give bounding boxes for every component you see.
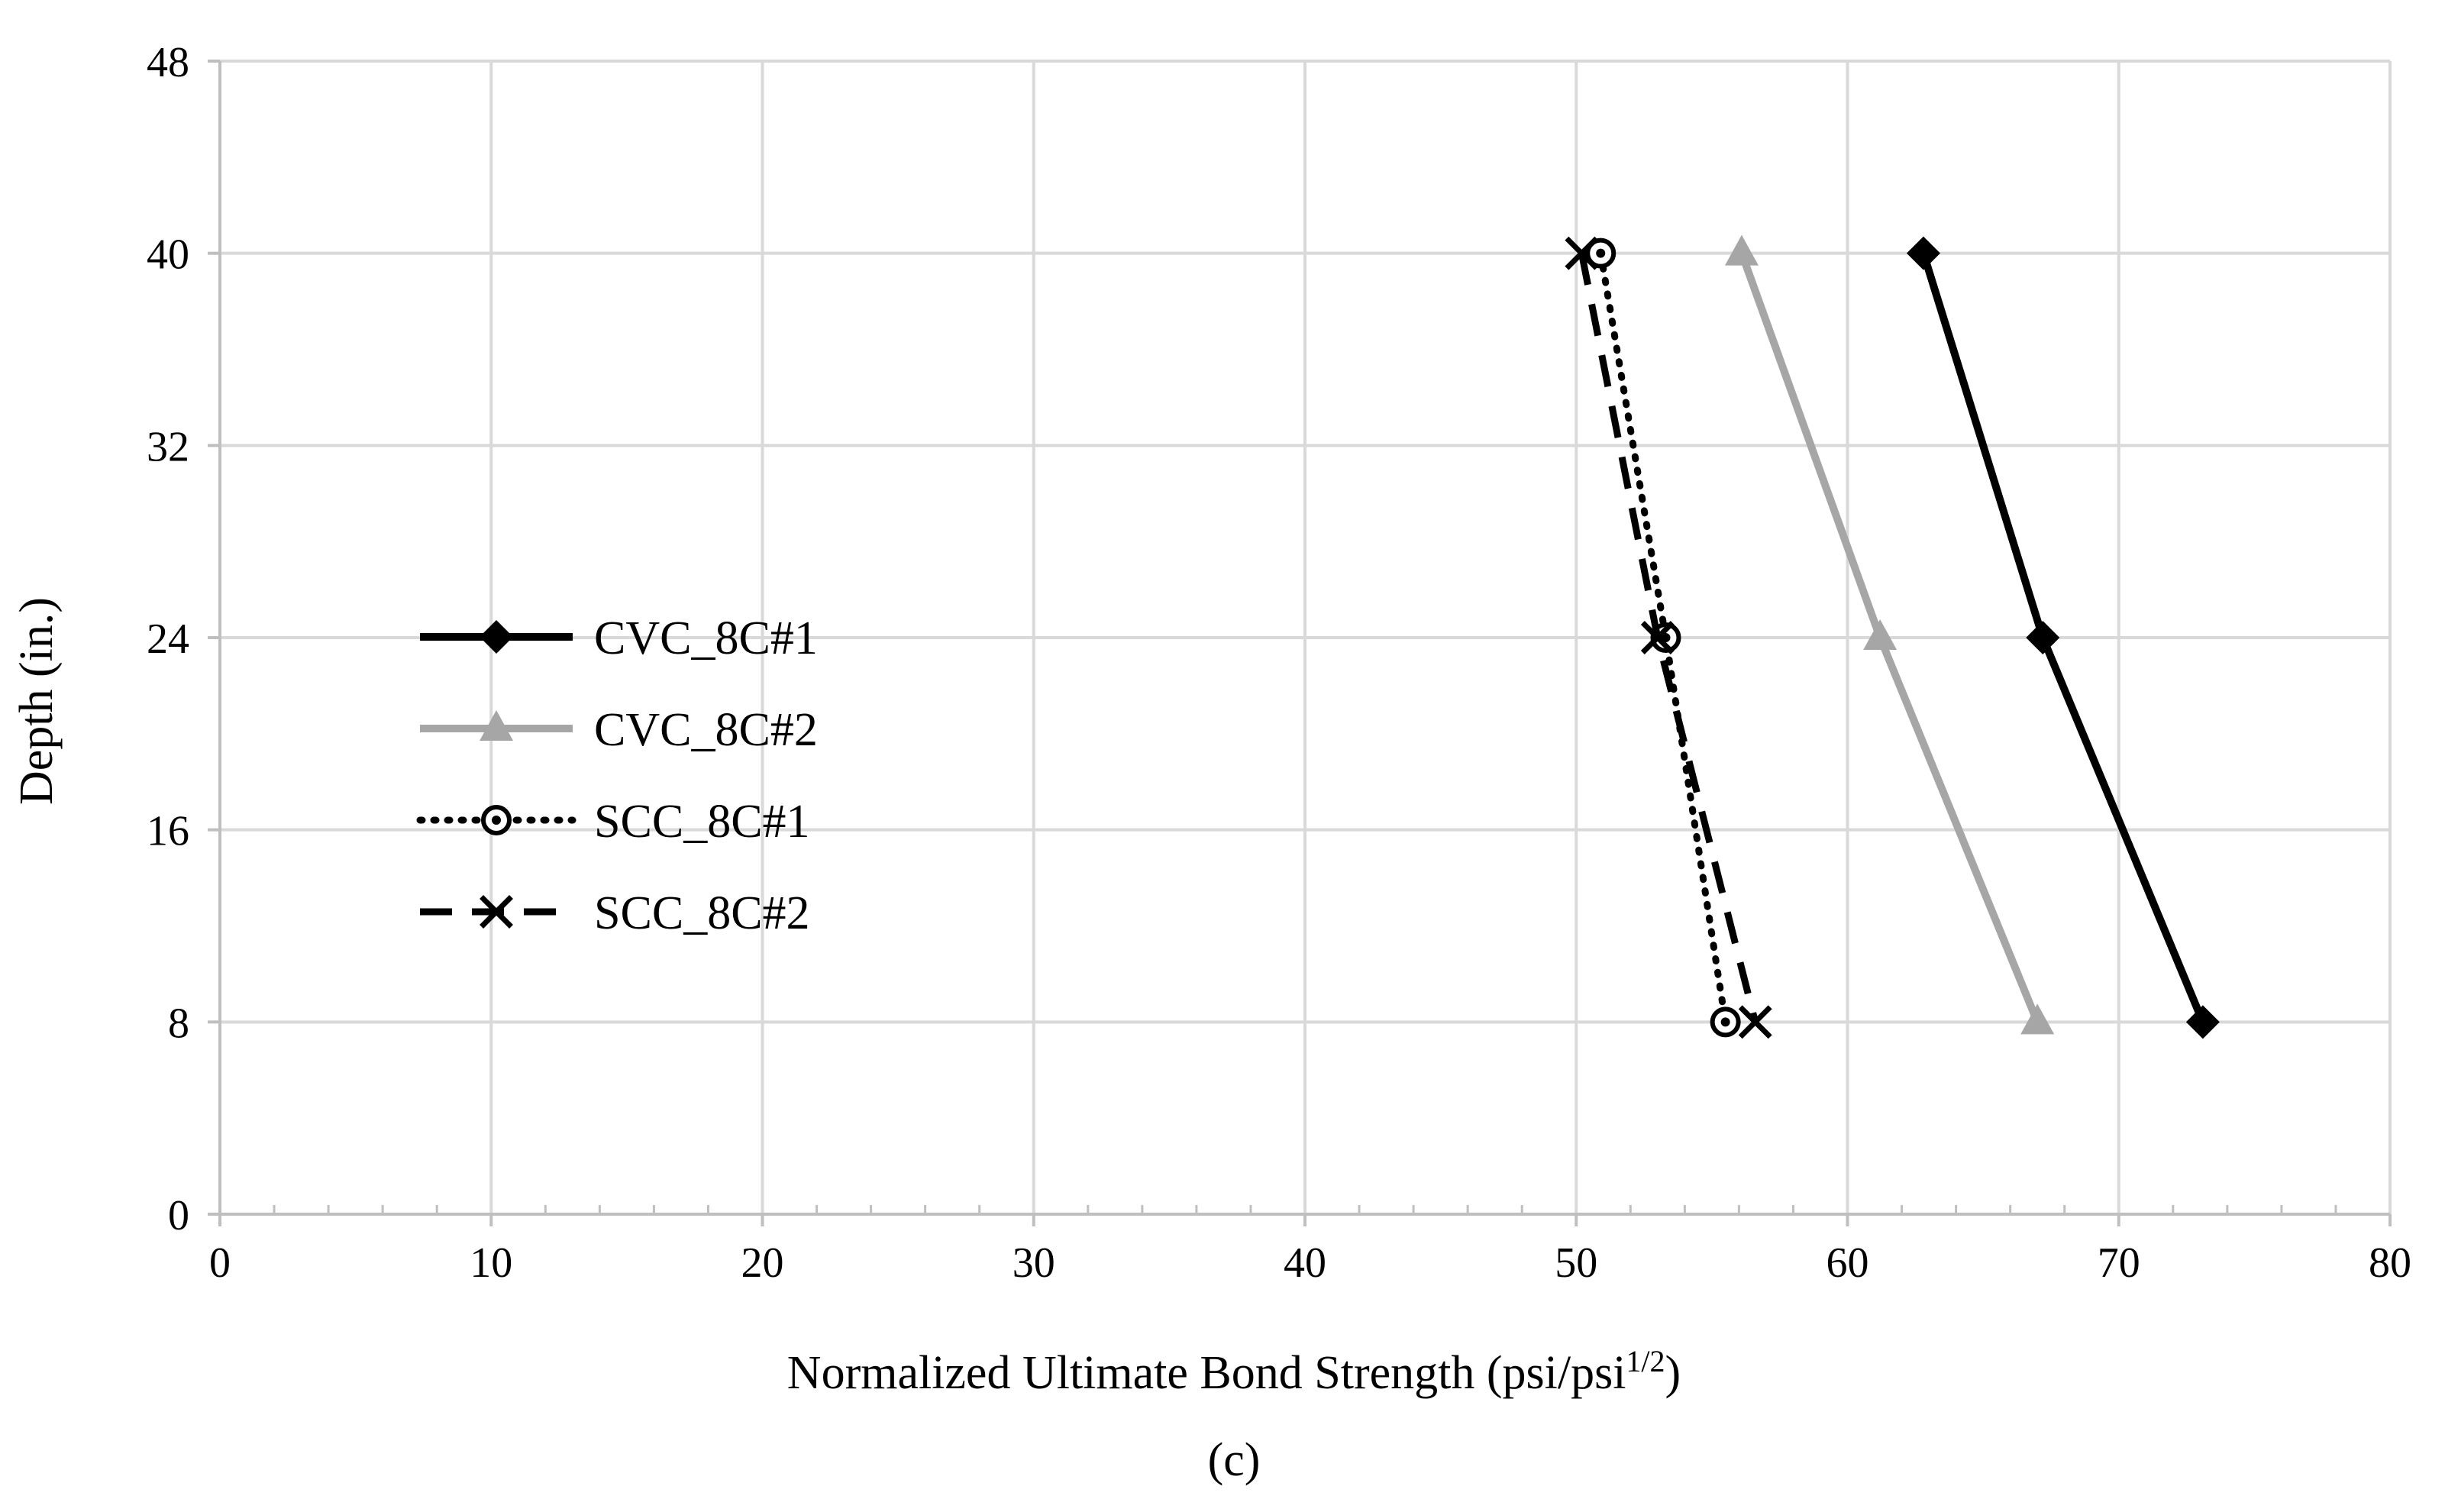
legend-item-1: CVC_8C#1 (420, 612, 818, 664)
y-axis-title: Depth (in.) (11, 597, 63, 805)
x-tick-label: 20 (741, 1239, 784, 1287)
data-point (1906, 236, 1940, 270)
legend-label: SCC_8C#1 (594, 796, 810, 848)
x-tick-label: 40 (1284, 1239, 1326, 1287)
x-axis-title-main: Normalized Ultimate Bond Strength (psi/p… (787, 1347, 1626, 1399)
marker-center (1596, 248, 1606, 258)
y-tick-label: 48 (147, 39, 189, 86)
legend-label: CVC_8C#2 (594, 704, 818, 756)
tick-labels: 0 10 20 30 40 50 60 70 80 0 8 16 24 32 40 48 (147, 39, 2411, 1287)
y-tick-label: 40 (147, 231, 189, 279)
x-tick-label: 60 (1826, 1239, 1869, 1287)
legend-marker (480, 620, 513, 654)
legend-label: CVC_8C#1 (594, 612, 818, 664)
series-2 (1724, 234, 2055, 1035)
x-tick-label: 70 (2098, 1239, 2140, 1287)
x-tick-label: 30 (1013, 1239, 1055, 1287)
data-point (1724, 234, 1759, 266)
marker-center (492, 816, 501, 825)
y-tick-label: 24 (147, 615, 189, 663)
x-axis-title: Normalized Ultimate Bond Strength (psi/p… (787, 1344, 1681, 1399)
series-4 (1565, 236, 1772, 1039)
data-point (1565, 236, 1599, 270)
data-point (1710, 1006, 1741, 1038)
panel-label-open: ( (1208, 1434, 1224, 1486)
legend-item-3: SCC_8C#1 (416, 796, 810, 848)
legend: CVC_8C#1 CVC_8C#2 SCC_8C#1 SCC_8C#2 (416, 612, 818, 939)
series-1 (1906, 236, 2220, 1039)
axes (208, 60, 2392, 1226)
marker-center (1720, 1017, 1730, 1027)
legend-item-4: SCC_8C#2 (420, 887, 810, 939)
legend-item-2: CVC_8C#2 (420, 704, 818, 756)
data-point (2026, 621, 2060, 654)
x-axis-title-suffix: ) (1665, 1347, 1681, 1399)
data-point (2185, 1005, 2220, 1039)
legend-marker (480, 710, 513, 741)
grid (220, 60, 2392, 1214)
data-point (1738, 1005, 1772, 1039)
x-tick-label: 80 (2369, 1239, 2411, 1287)
data-point (1585, 237, 1617, 269)
x-tick-label: 0 (209, 1239, 231, 1287)
y-tick-label: 32 (147, 423, 189, 470)
data-point (1640, 621, 1675, 654)
y-tick-label: 8 (168, 1000, 189, 1047)
data-point (2020, 1003, 2055, 1035)
x-axis-title-superscript: 1/2 (1626, 1344, 1665, 1378)
y-tick-label: 16 (147, 808, 189, 855)
y-tick-label: 0 (168, 1192, 189, 1239)
data-point (1863, 619, 1898, 650)
panel-label: (c) (1208, 1434, 1261, 1486)
panel-label-letter: c (1223, 1434, 1245, 1486)
legend-marker (481, 805, 512, 835)
x-tick-label: 50 (1555, 1239, 1597, 1287)
panel-label-close: ) (1245, 1434, 1261, 1486)
series-layer (1565, 234, 2220, 1039)
legend-label: SCC_8C#2 (594, 887, 810, 939)
x-tick-label: 10 (470, 1239, 512, 1287)
legend-marker (480, 895, 513, 929)
